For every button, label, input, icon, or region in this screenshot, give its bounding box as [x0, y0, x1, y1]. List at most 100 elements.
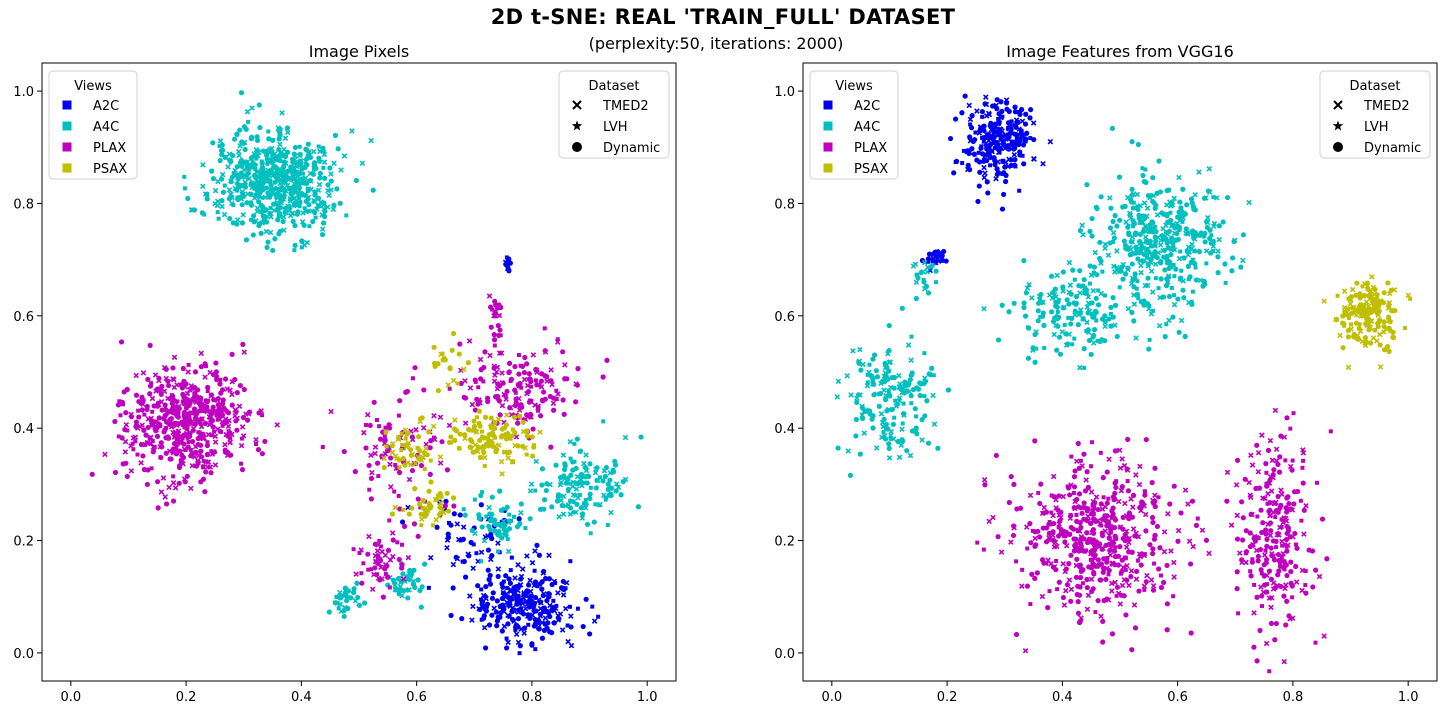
point-a4c [1141, 298, 1147, 304]
point-a4c [1215, 248, 1221, 254]
point-a2c [526, 622, 531, 627]
point-plax [258, 408, 264, 414]
point-plax [400, 576, 407, 582]
point-plax [1091, 544, 1097, 550]
point-a2c [494, 598, 500, 604]
point-a4c [1149, 219, 1155, 225]
point-a4c [1063, 331, 1069, 337]
point-plax [1067, 492, 1073, 498]
point-a4c [495, 549, 500, 554]
point-a4c [256, 179, 262, 185]
point-plax [1120, 514, 1126, 520]
point-plax [439, 439, 445, 445]
point-psax [1372, 309, 1377, 314]
point-plax [229, 391, 235, 398]
point-plax [1164, 601, 1171, 607]
point-a4c [1154, 190, 1160, 196]
point-a4c [1072, 277, 1077, 282]
point-plax [1255, 469, 1262, 475]
point-plax [1107, 547, 1113, 554]
point-plax [437, 414, 444, 421]
point-plax [1262, 552, 1268, 558]
point-plax [1111, 548, 1118, 554]
point-plax [212, 462, 219, 468]
point-plax [1206, 550, 1212, 557]
point-a4c [861, 430, 868, 436]
point-plax [1185, 501, 1191, 507]
point-a4c [368, 137, 374, 144]
point-a4c [1166, 259, 1173, 265]
point-plax [153, 428, 159, 434]
point-plax [442, 503, 448, 509]
point-a4c [405, 595, 411, 601]
point-a4c [567, 505, 574, 511]
point-a2c [935, 249, 941, 255]
point-a4c [537, 506, 544, 512]
point-plax [1188, 561, 1194, 567]
point-a2c [1022, 121, 1029, 127]
point-plax [193, 463, 200, 469]
point-a4c [608, 491, 614, 497]
point-plax [237, 382, 244, 389]
point-a4c [477, 516, 483, 522]
point-a4c [361, 600, 368, 606]
point-a4c [581, 501, 586, 506]
point-a4c [370, 187, 376, 193]
point-a2c [978, 145, 984, 151]
point-a4c [310, 218, 316, 225]
point-plax [1085, 513, 1091, 520]
point-a4c [844, 373, 850, 379]
point-plax [1037, 500, 1043, 507]
point-a2c [983, 94, 989, 100]
point-a4c [1105, 252, 1112, 259]
point-a4c [354, 580, 360, 586]
point-plax [574, 382, 581, 388]
point-a4c [1157, 242, 1164, 248]
point-a4c [1076, 310, 1082, 316]
point-plax [1090, 503, 1095, 508]
point-plax [116, 434, 121, 439]
point-a2c [475, 583, 481, 589]
point-a4c [484, 514, 489, 519]
point-a4c [320, 145, 326, 151]
x-tick-label: 0.8 [1283, 690, 1304, 705]
point-plax [467, 385, 474, 391]
point-a4c [859, 415, 866, 422]
point-psax [447, 365, 453, 371]
point-a4c [1094, 318, 1099, 323]
point-a2c [996, 149, 1002, 156]
point-a2c [975, 198, 981, 205]
point-plax [1073, 562, 1080, 569]
point-plax [154, 433, 161, 439]
point-plax [1119, 456, 1125, 462]
point-plax [163, 450, 169, 456]
point-a2c [532, 621, 539, 627]
point-plax [482, 349, 488, 355]
point-a4c [235, 195, 241, 201]
point-psax [412, 460, 419, 467]
point-a4c [893, 403, 899, 409]
point-a2c [469, 617, 475, 623]
point-plax [412, 365, 418, 371]
point-plax [1114, 584, 1121, 590]
point-a2c [1003, 97, 1010, 103]
point-a2c [532, 548, 538, 554]
point-a2c [1004, 143, 1011, 149]
point-a4c [280, 180, 286, 187]
point-a4c [1130, 191, 1137, 197]
point-plax [469, 401, 476, 408]
point-plax [341, 448, 347, 455]
point-a4c [268, 214, 274, 220]
point-plax [190, 386, 195, 391]
point-a4c [239, 139, 245, 145]
point-plax [491, 378, 498, 384]
point-a2c [495, 566, 502, 572]
point-a4c [1042, 345, 1047, 350]
point-plax [176, 480, 182, 486]
point-a4c [1085, 294, 1092, 300]
point-plax [359, 580, 365, 586]
point-a4c [1061, 304, 1067, 311]
point-a4c [886, 322, 892, 329]
point-a4c [560, 452, 567, 458]
point-a4c [588, 531, 593, 536]
